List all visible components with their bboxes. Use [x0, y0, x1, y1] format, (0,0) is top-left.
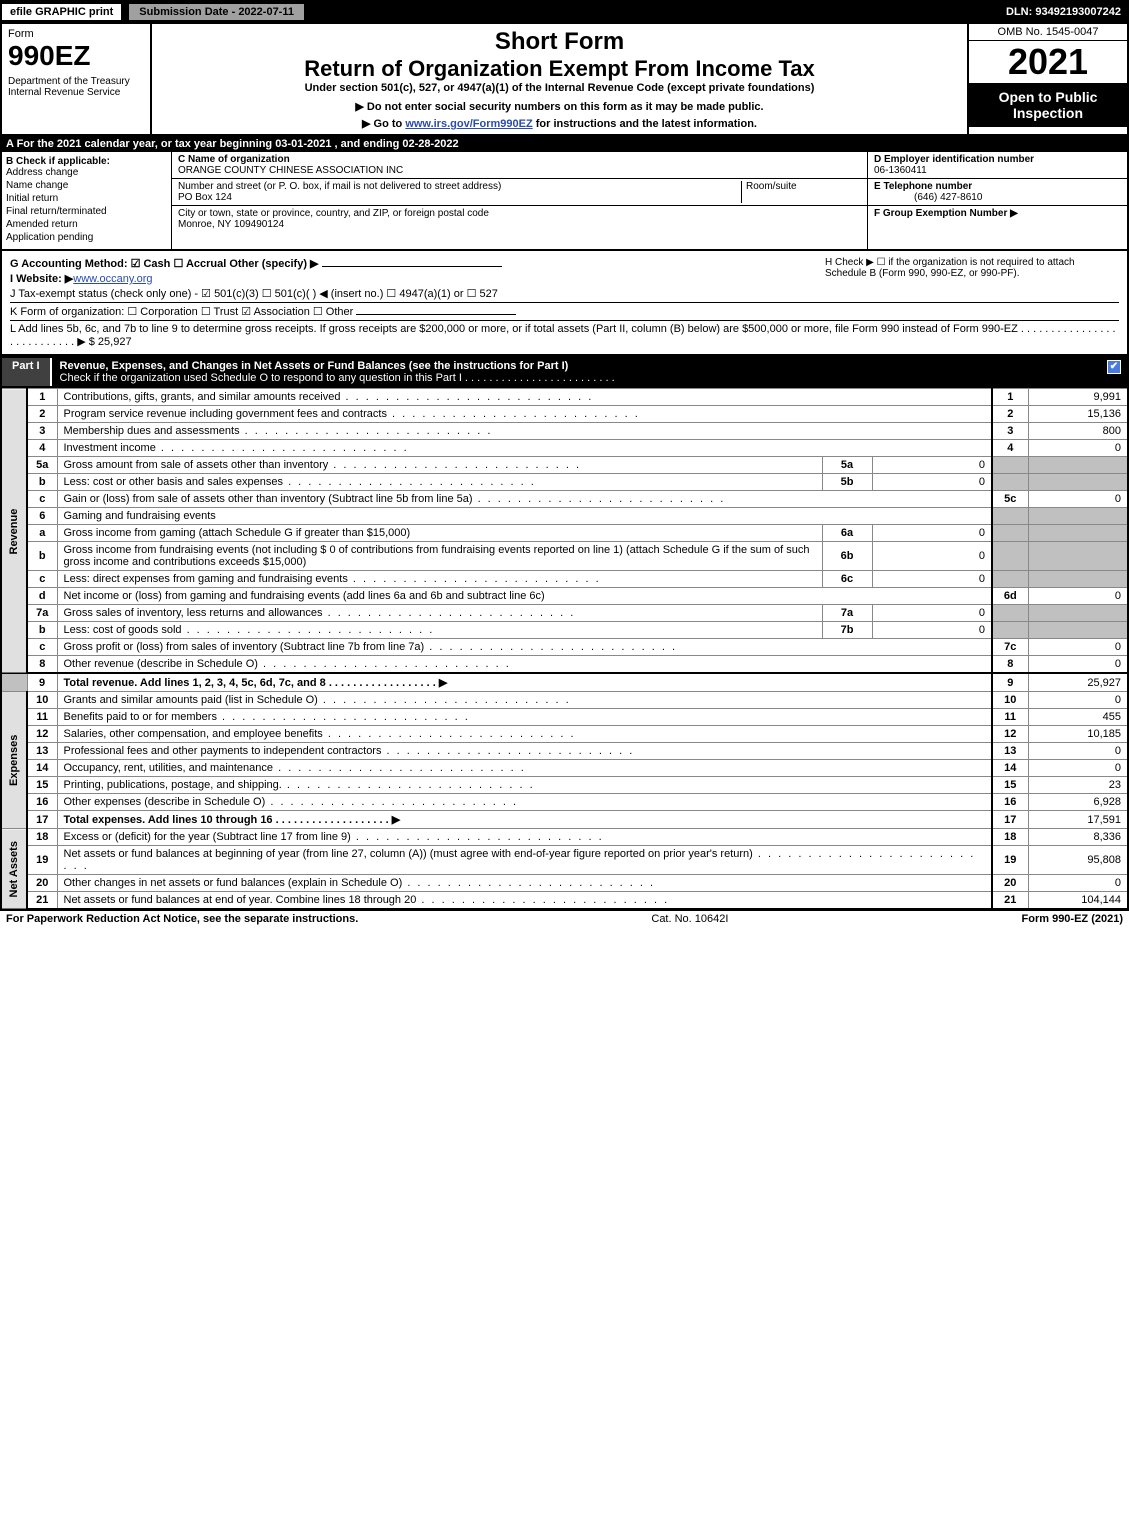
- line-14: Occupancy, rent, utilities, and maintena…: [57, 760, 992, 777]
- line-1: Contributions, gifts, grants, and simila…: [57, 389, 992, 406]
- b-head: B Check if applicable:: [6, 156, 167, 167]
- chk-pending: Application pending: [6, 232, 167, 243]
- line-8: Other revenue (describe in Schedule O): [57, 656, 992, 674]
- top-bar: efile GRAPHIC print Submission Date - 20…: [0, 0, 1129, 24]
- ein-lbl: D Employer identification number: [874, 154, 1034, 165]
- c-name-lbl: C Name of organization: [178, 154, 290, 165]
- line-5b: Less: cost or other basis and sales expe…: [57, 474, 822, 491]
- room-lbl: Room/suite: [746, 181, 797, 192]
- short-form-title: Short Form: [156, 28, 963, 56]
- city-lbl: City or town, state or province, country…: [178, 208, 489, 219]
- line-7a: Gross sales of inventory, less returns a…: [57, 605, 822, 622]
- footer-catno: Cat. No. 10642I: [358, 913, 1021, 925]
- chk-name: Name change: [6, 180, 167, 191]
- street: PO Box 124: [178, 192, 232, 203]
- under-text: Under section 501(c), 527, or 4947(a)(1)…: [156, 82, 963, 94]
- grp-lbl: F Group Exemption Number ▶: [874, 208, 1018, 219]
- revenue-sidelabel: Revenue: [1, 389, 27, 674]
- chk-amended: Amended return: [6, 219, 167, 230]
- line-21: Net assets or fund balances at end of ye…: [57, 892, 992, 910]
- line-18: Excess or (deficit) for the year (Subtra…: [57, 829, 992, 846]
- main-title: Return of Organization Exempt From Incom…: [156, 56, 963, 82]
- line-15: Printing, publications, postage, and shi…: [57, 777, 992, 794]
- line-5c: Gain or (loss) from sale of assets other…: [57, 491, 992, 508]
- line-20: Other changes in net assets or fund bala…: [57, 875, 992, 892]
- ein: 06-1360411: [874, 165, 927, 176]
- part1-checkbox-icon[interactable]: ✔: [1107, 360, 1121, 374]
- tel-lbl: E Telephone number: [874, 181, 972, 192]
- line-13: Professional fees and other payments to …: [57, 743, 992, 760]
- form-number: 990EZ: [8, 40, 144, 72]
- ssn-note: ▶ Do not enter social security numbers o…: [156, 100, 963, 113]
- footer-left: For Paperwork Reduction Act Notice, see …: [6, 913, 358, 925]
- dln-label: DLN: 93492193007242: [1006, 6, 1129, 18]
- website-link[interactable]: www.occany.org: [73, 273, 152, 285]
- line-6a: Gross income from gaming (attach Schedul…: [57, 525, 822, 542]
- chk-initial: Initial return: [6, 193, 167, 204]
- form-header: Form 990EZ Department of the Treasury In…: [0, 24, 1129, 136]
- line-6c: Less: direct expenses from gaming and fu…: [57, 571, 822, 588]
- form-word: Form: [8, 28, 144, 40]
- line-2: Program service revenue including govern…: [57, 406, 992, 423]
- goto-pre: ▶ Go to: [362, 118, 405, 130]
- line-6d: Net income or (loss) from gaming and fun…: [57, 588, 992, 605]
- line-19: Net assets or fund balances at beginning…: [57, 846, 992, 875]
- chk-final: Final return/terminated: [6, 206, 167, 217]
- efile-label: efile GRAPHIC print: [0, 2, 123, 22]
- line-4: Investment income: [57, 440, 992, 457]
- part1-title: Revenue, Expenses, and Changes in Net As…: [52, 358, 1101, 386]
- goto-post: for instructions and the latest informat…: [533, 118, 757, 130]
- header-right: OMB No. 1545-0047 2021 Open to Public In…: [967, 24, 1127, 134]
- lines-table: Revenue 1Contributions, gifts, grants, a…: [0, 388, 1129, 910]
- department: Department of the Treasury Internal Reve…: [8, 76, 144, 98]
- org-name: ORANGE COUNTY CHINESE ASSOCIATION INC: [178, 165, 403, 176]
- open-inspection: Open to Public Inspection: [969, 83, 1127, 127]
- footer: For Paperwork Reduction Act Notice, see …: [0, 910, 1129, 927]
- line-7b: Less: cost of goods sold: [57, 622, 822, 639]
- line-l: L Add lines 5b, 6c, and 7b to line 9 to …: [10, 320, 1119, 348]
- col-b: B Check if applicable: Address change Na…: [2, 152, 172, 249]
- header-center: Short Form Return of Organization Exempt…: [152, 24, 967, 134]
- info-block: H Check ▶ ☐ if the organization is not r…: [0, 251, 1129, 356]
- street-lbl: Number and street (or P. O. box, if mail…: [178, 181, 501, 192]
- line-9: Total revenue. Add lines 1, 2, 3, 4, 5c,…: [57, 673, 992, 692]
- col-c: C Name of organizationORANGE COUNTY CHIN…: [172, 152, 867, 249]
- tel: (646) 427-8610: [874, 192, 982, 203]
- city: Monroe, NY 109490124: [178, 219, 284, 230]
- omb-number: OMB No. 1545-0047: [969, 24, 1127, 41]
- line-k: K Form of organization: ☐ Corporation ☐ …: [10, 302, 1119, 318]
- submission-date: Submission Date - 2022-07-11: [127, 2, 306, 22]
- line-6: Gaming and fundraising events: [57, 508, 992, 525]
- h-check: H Check ▶ ☐ if the organization is not r…: [819, 255, 1119, 281]
- line-17: Total expenses. Add lines 10 through 16 …: [57, 811, 992, 829]
- expenses-sidelabel: Expenses: [1, 692, 27, 829]
- line-5a: Gross amount from sale of assets other t…: [57, 457, 822, 474]
- goto-line: ▶ Go to www.irs.gov/Form990EZ for instru…: [156, 117, 963, 130]
- chk-address: Address change: [6, 167, 167, 178]
- header-left: Form 990EZ Department of the Treasury In…: [2, 24, 152, 134]
- part1-label: Part I: [2, 358, 52, 386]
- footer-formno: Form 990-EZ (2021): [1022, 913, 1123, 925]
- col-d: D Employer identification number06-13604…: [867, 152, 1127, 249]
- line-3: Membership dues and assessments: [57, 423, 992, 440]
- netassets-sidelabel: Net Assets: [1, 829, 27, 910]
- line-12: Salaries, other compensation, and employ…: [57, 726, 992, 743]
- line-a: A For the 2021 calendar year, or tax yea…: [0, 136, 1129, 152]
- line-10: Grants and similar amounts paid (list in…: [57, 692, 992, 709]
- line-6b: Gross income from fundraising events (no…: [57, 542, 822, 571]
- section-bcd: B Check if applicable: Address change Na…: [0, 152, 1129, 251]
- irs-link[interactable]: www.irs.gov/Form990EZ: [405, 118, 532, 130]
- line-7c: Gross profit or (loss) from sales of inv…: [57, 639, 992, 656]
- line-j: J Tax-exempt status (check only one) - ☑…: [10, 287, 1119, 300]
- tax-year: 2021: [969, 41, 1127, 83]
- line-11: Benefits paid to or for members: [57, 709, 992, 726]
- part1-header: Part I Revenue, Expenses, and Changes in…: [0, 356, 1129, 388]
- line-16: Other expenses (describe in Schedule O): [57, 794, 992, 811]
